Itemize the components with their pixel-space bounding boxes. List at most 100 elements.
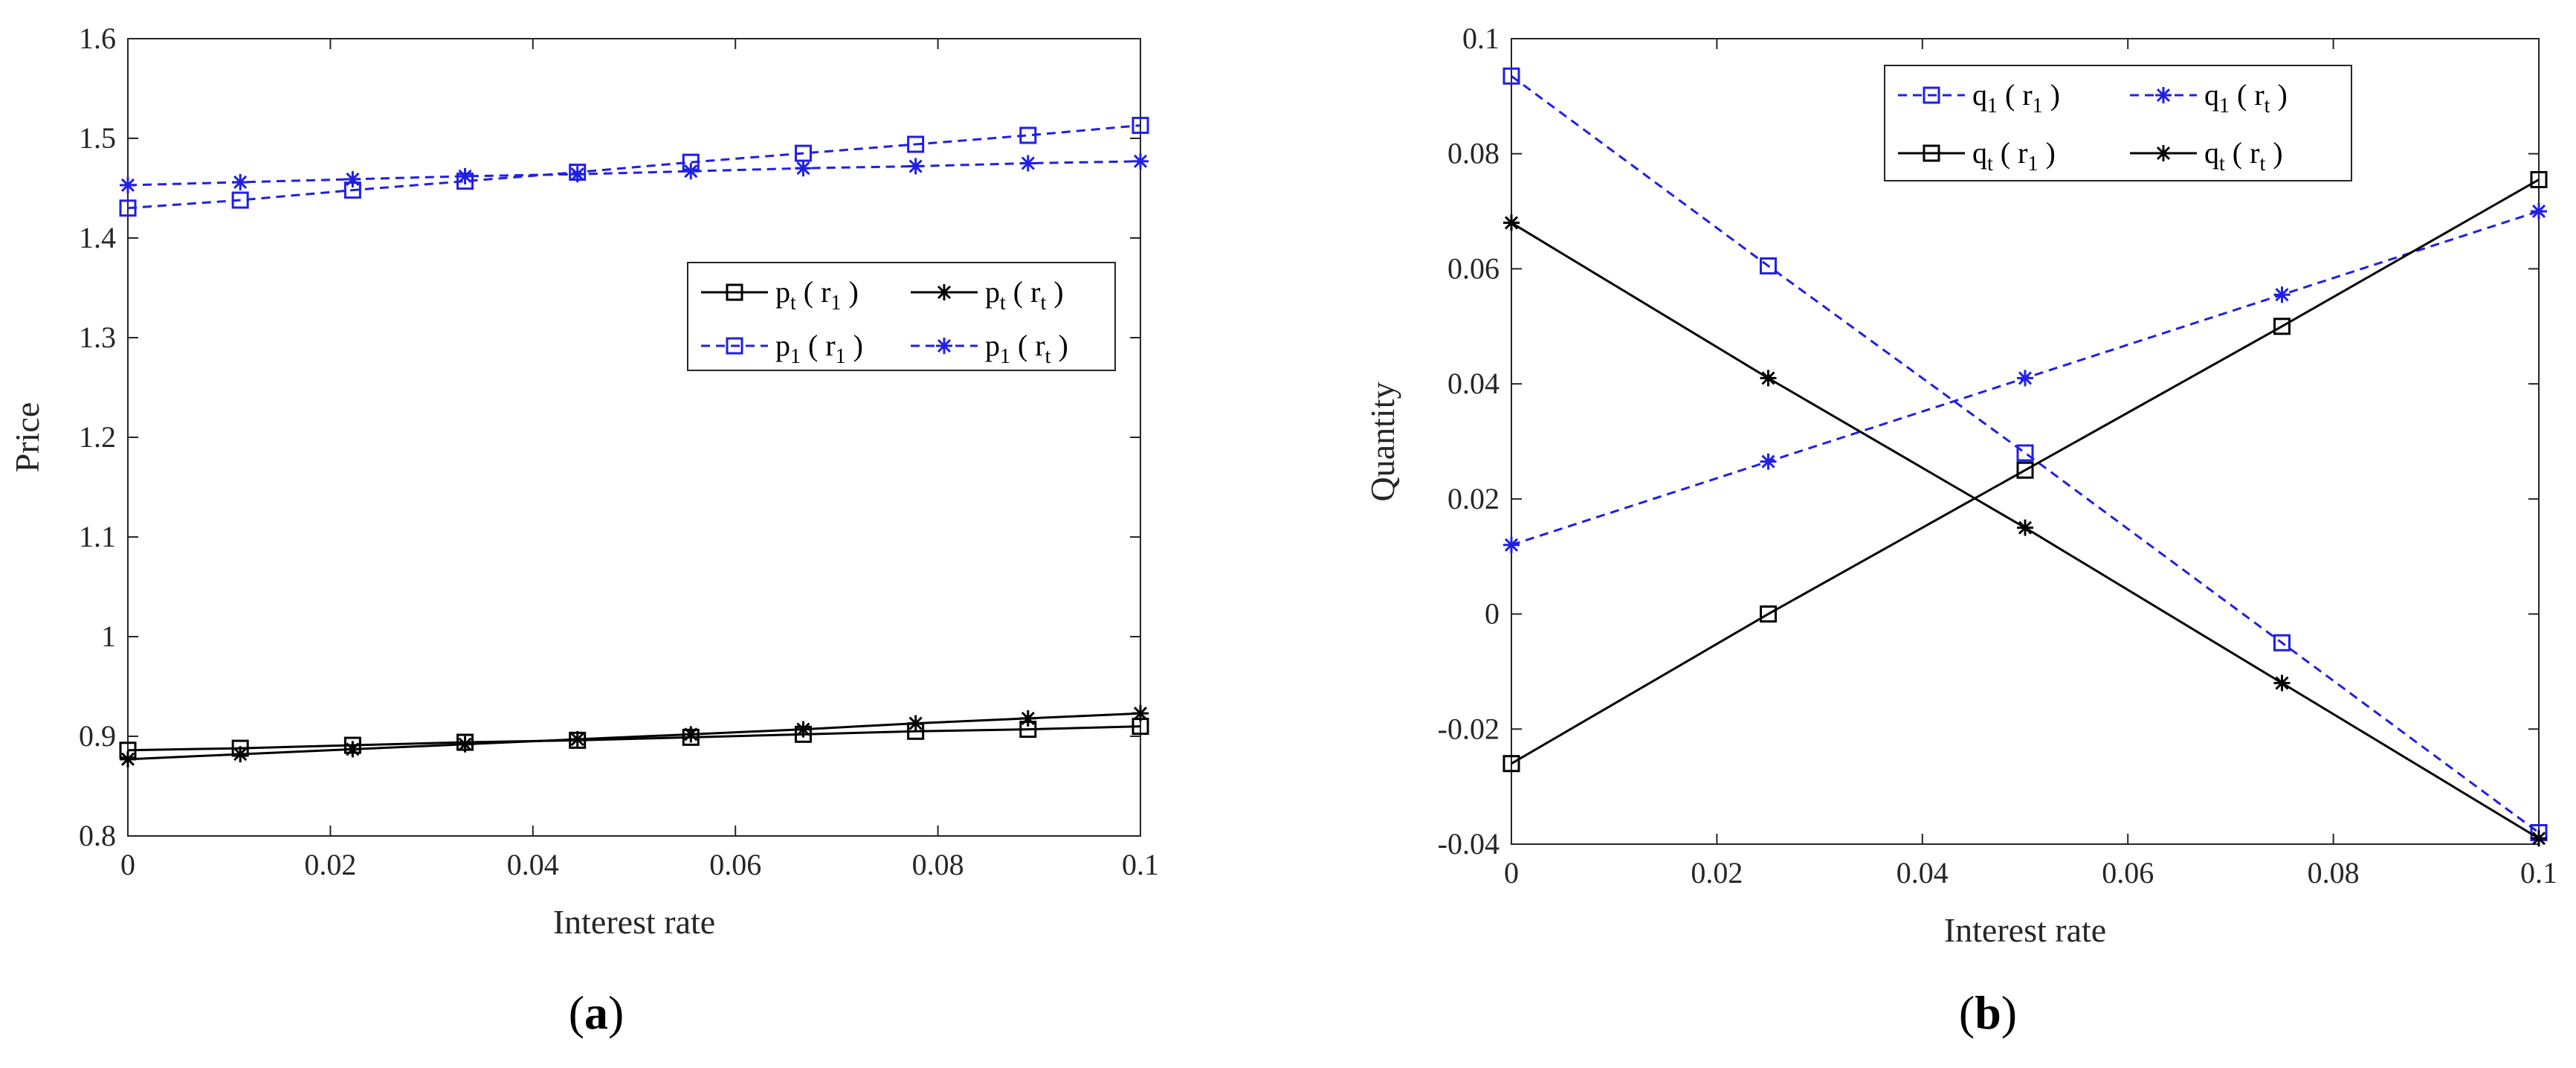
data-point-1-1 (1760, 453, 1777, 470)
x-tick-label: 0 (120, 848, 135, 881)
legend-label-3: qt ( rt ) (2204, 136, 2283, 176)
data-point-3-3 (2273, 675, 2291, 692)
series-line-0 (127, 725, 1141, 752)
data-point-2-1 (1760, 605, 1777, 623)
data-point-2-8 (1019, 126, 1037, 144)
data-point-2-2 (2016, 461, 2034, 479)
legend-label-1: pt ( rt ) (985, 275, 1064, 315)
y-tick-label: 1 (101, 620, 116, 653)
legend-label-1: q1 ( rt ) (2204, 78, 2288, 118)
panel-label: (b) (1959, 986, 2017, 1039)
y-tick-label: 1.4 (79, 221, 116, 254)
data-point-1-0 (120, 750, 136, 768)
y-tick-label: 0.9 (79, 719, 116, 753)
x-tick-label: 0.06 (709, 848, 761, 881)
x-tick-label: 0.1 (2520, 856, 2557, 890)
series-line-0 (1511, 75, 2540, 834)
data-point-3-1 (232, 173, 249, 190)
legend-marker-0 (1923, 86, 1940, 104)
data-point-1-4 (2531, 203, 2547, 220)
legend-marker-0 (726, 283, 743, 301)
x-tick-label: 0.02 (1691, 856, 1743, 890)
data-point-3-0 (1503, 214, 1520, 231)
series-1 (120, 705, 1149, 768)
series-line-2 (1511, 178, 2540, 765)
series-2 (1502, 171, 2548, 773)
y-tick-label: 1.5 (79, 121, 116, 155)
y-tick-label: -0.02 (1438, 712, 1500, 745)
data-point-1-3 (456, 736, 474, 753)
y-tick-label: 1.2 (79, 420, 116, 454)
x-tick-label: 0 (1504, 856, 1519, 890)
data-point-2-1 (231, 191, 249, 209)
data-point-3-3 (456, 167, 474, 184)
legend-marker-3 (936, 338, 952, 354)
x-tick-label: 0.02 (304, 848, 356, 881)
data-point-1-8 (1019, 710, 1036, 727)
y-tick-label: 1.1 (79, 520, 116, 553)
x-tick-label: 0.08 (912, 848, 964, 881)
data-point-1-2 (2017, 370, 2033, 387)
data-point-2-0 (1502, 755, 1520, 773)
data-point-2-9 (1132, 117, 1149, 135)
data-point-1-5 (682, 726, 700, 743)
data-point-1-1 (232, 746, 249, 763)
x-tick-label: 0.08 (2308, 856, 2360, 890)
y-tick-label: 1.3 (79, 321, 116, 354)
y-axis-label: Quantity (1363, 382, 1401, 502)
y-tick-label: 0 (1485, 597, 1500, 631)
data-point-0-2 (2016, 444, 2034, 462)
data-point-3-2 (344, 170, 361, 187)
y-tick-label: 0.06 (1447, 251, 1500, 285)
data-point-3-1 (1760, 370, 1777, 387)
data-point-0-3 (2273, 634, 2291, 652)
data-point-1-4 (569, 731, 586, 748)
data-point-3-4 (569, 166, 586, 183)
series-1 (1503, 203, 2547, 553)
legend-label-2: qt ( r1 ) (1972, 136, 2056, 176)
legend-marker-2 (1923, 144, 1940, 162)
legend-label-0: pt ( r1 ) (775, 275, 859, 315)
chart-b: 0 0.02 0.04 0.06 0.08 0.1 -0.04 -0.02 0 0.02 0.04 0… (1363, 22, 2557, 1039)
data-point-3-6 (795, 160, 812, 177)
series-0 (1502, 67, 2548, 842)
legend-marker-1 (936, 284, 952, 300)
x-tick-label: 0.04 (1897, 856, 1949, 890)
y-tick-label: 1.6 (79, 22, 116, 55)
data-point-2-0 (119, 199, 137, 217)
series-line-1 (127, 712, 1141, 761)
data-point-3-8 (1019, 155, 1036, 172)
x-tick-label: 0.1 (1122, 848, 1159, 881)
y-axis-label: Price (8, 402, 46, 473)
series-line-3 (127, 160, 1141, 187)
y-tick-label: 0.1 (1462, 22, 1500, 55)
series-line-2 (127, 124, 1141, 210)
series-3 (1503, 214, 2547, 847)
data-point-3-9 (1132, 152, 1149, 170)
legend-box (1884, 65, 2352, 181)
legend-marker-1 (2155, 87, 2172, 103)
legend-label-0: q1 ( r1 ) (1972, 78, 2060, 118)
data-point-1-3 (2273, 286, 2291, 303)
data-point-0-0 (1502, 67, 1520, 85)
data-point-2-3 (2273, 318, 2291, 335)
legend: pt ( r1 ) pt ( rt ) p1 ( r1 ) p1 ( rt ) (687, 262, 1116, 371)
y-tick-label: -0.04 (1438, 827, 1500, 860)
x-tick-label: 0.06 (2102, 856, 2154, 890)
legend-box (687, 262, 1116, 371)
data-point-3-4 (2531, 830, 2547, 847)
data-point-3-7 (907, 158, 924, 175)
data-point-1-7 (907, 715, 924, 732)
chart-a: 0 0.02 0.04 0.06 0.08 0.1 0.8 0.9 1 1.1 1.2 1.3 1.4 1… (8, 22, 1159, 1039)
data-point-2-7 (907, 135, 925, 153)
series-3 (120, 152, 1149, 193)
legend-label-3: p1 ( rt ) (985, 329, 1068, 368)
y-tick-label: 0.8 (79, 819, 116, 852)
legend-label-2: p1 ( r1 ) (775, 329, 863, 368)
y-tick-label: 0.02 (1447, 482, 1500, 515)
data-point-3-0 (120, 176, 136, 193)
data-point-1-2 (344, 741, 361, 758)
legend-marker-2 (726, 337, 743, 355)
data-point-1-0 (1503, 536, 1520, 553)
